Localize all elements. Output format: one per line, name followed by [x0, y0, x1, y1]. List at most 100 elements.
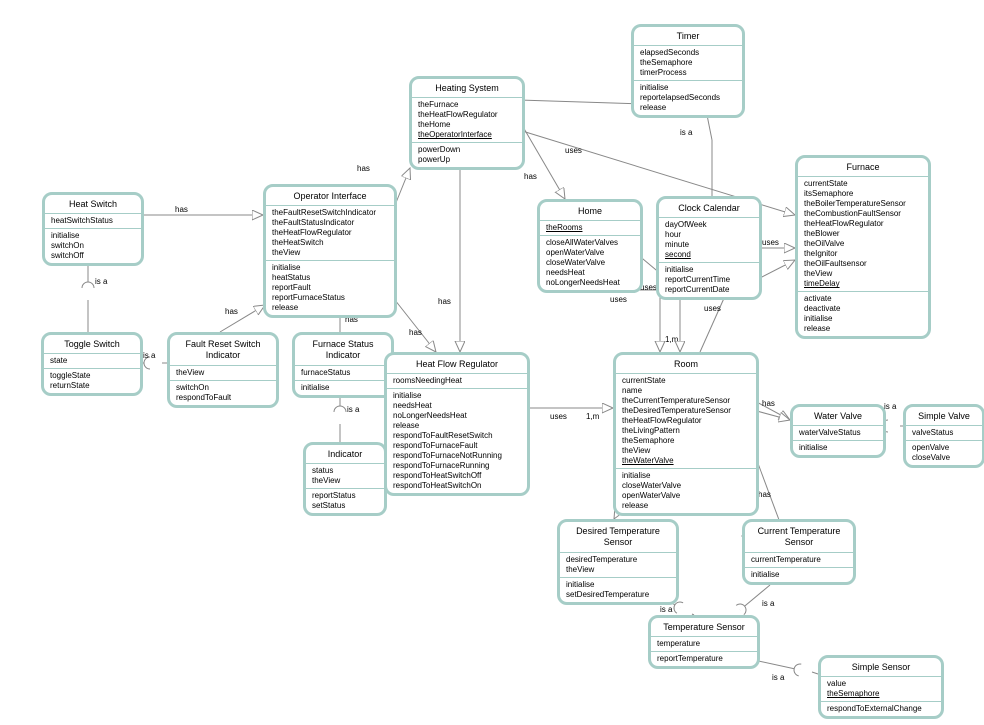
- node-section: reportStatussetStatus: [306, 488, 384, 513]
- node-attribute: theOilFaultsensor: [804, 259, 922, 269]
- node-attribute: closeWaterValve: [546, 258, 634, 268]
- svg-text:has: has: [438, 297, 451, 306]
- svg-text:uses: uses: [550, 412, 567, 421]
- node-simple_sensor: Simple SensorvaluetheSemaphorerespondToE…: [818, 655, 944, 719]
- svg-text:is a: is a: [680, 128, 693, 137]
- node-attribute: temperature: [657, 639, 751, 649]
- node-attribute: reportFault: [272, 283, 388, 293]
- node-section: closeAllWaterValvesopenWaterValvecloseWa…: [540, 235, 640, 290]
- node-attribute: reportStatus: [312, 491, 378, 501]
- node-attribute: switchOn: [51, 241, 135, 251]
- svg-text:has: has: [762, 399, 775, 408]
- node-title: Clock Calendar: [659, 199, 759, 217]
- node-attribute: switchOn: [176, 383, 270, 393]
- node-attribute: initialise: [640, 83, 736, 93]
- node-attribute: theFaultResetSwitchIndicator: [272, 208, 388, 218]
- node-attribute: noLongerNeedsHeat: [546, 278, 634, 288]
- node-attribute: setStatus: [312, 501, 378, 511]
- node-section: temperature: [651, 636, 757, 651]
- node-room: RoomcurrentStatenametheCurrentTemperatur…: [613, 352, 759, 516]
- node-section: initialisereportCurrentTimereportCurrent…: [659, 262, 759, 297]
- svg-text:has: has: [758, 490, 771, 499]
- node-attribute: theView: [312, 476, 378, 486]
- node-attribute: theFurnace: [418, 100, 516, 110]
- node-attribute: initialise: [622, 471, 750, 481]
- node-section: state: [44, 353, 140, 368]
- node-attribute: returnState: [50, 381, 134, 391]
- node-attribute: openWaterValve: [546, 248, 634, 258]
- svg-text:has: has: [524, 172, 537, 181]
- node-section: currentStatenametheCurrentTemperatureSen…: [616, 373, 756, 468]
- node-attribute: reportFurnaceStatus: [272, 293, 388, 303]
- node-attribute: activate: [804, 294, 922, 304]
- node-attribute: theFaultStatusIndicator: [272, 218, 388, 228]
- node-attribute: second: [665, 250, 753, 260]
- node-attribute: closeAllWaterValves: [546, 238, 634, 248]
- node-section: switchOnrespondToFault: [170, 380, 276, 405]
- node-attribute: initialise: [799, 443, 877, 453]
- node-attribute: timerProcess: [640, 68, 736, 78]
- node-attribute: initialise: [272, 263, 388, 273]
- node-desired_temp_sensor: Desired Temperature SensordesiredTempera…: [557, 519, 679, 605]
- node-section: desiredTemperaturetheView: [560, 552, 676, 577]
- node-attribute: desiredTemperature: [566, 555, 670, 565]
- node-section: respondToExternalChange: [821, 701, 941, 716]
- svg-text:is a: is a: [143, 351, 156, 360]
- svg-text:is a: is a: [772, 673, 785, 682]
- node-section: reportTemperature: [651, 651, 757, 666]
- node-section: theView: [170, 365, 276, 380]
- node-attribute: release: [272, 303, 388, 313]
- node-attribute: theHeatFlowRegulator: [804, 219, 922, 229]
- node-furnace: FurnacecurrentStateitsSemaphoretheBoiler…: [795, 155, 931, 339]
- node-attribute: theSemaphore: [640, 58, 736, 68]
- node-section: roomsNeedingHeat: [387, 373, 527, 388]
- node-attribute: closeWaterValve: [622, 481, 750, 491]
- node-attribute: theSemaphore: [622, 436, 750, 446]
- node-indicator: IndicatorstatustheViewreportStatussetSta…: [303, 442, 387, 516]
- node-attribute: theView: [272, 248, 388, 258]
- node-furnace_status_indicator: Furnace Status IndicatorfurnaceStatusini…: [292, 332, 394, 398]
- node-simple_valve: Simple ValvevalveStatusopenValvecloseVal…: [903, 404, 984, 468]
- node-attribute: theHeatSwitch: [272, 238, 388, 248]
- node-attribute: minute: [665, 240, 753, 250]
- svg-text:is a: is a: [95, 277, 108, 286]
- node-title: Fault Reset Switch Indicator: [170, 335, 276, 365]
- node-water_valve: Water ValvewaterValveStatusinitialise: [790, 404, 886, 458]
- node-section: initialiseneedsHeatnoLongerNeedsHeatrele…: [387, 388, 527, 493]
- node-attribute: openWaterValve: [622, 491, 750, 501]
- node-attribute: respondToFurnaceFault: [393, 441, 521, 451]
- node-attribute: closeValve: [912, 453, 976, 463]
- node-attribute: initialise: [566, 580, 670, 590]
- node-current_temp_sensor: Current Temperature SensorcurrentTempera…: [742, 519, 856, 585]
- node-title: Heating System: [412, 79, 522, 97]
- node-section: heatSwitchStatus: [45, 213, 141, 228]
- node-title: Heat Switch: [45, 195, 141, 213]
- node-attribute: needsHeat: [546, 268, 634, 278]
- node-attribute: status: [312, 466, 378, 476]
- node-attribute: theHeatFlowRegulator: [418, 110, 516, 120]
- node-attribute: initialise: [804, 314, 922, 324]
- node-attribute: roomsNeedingHeat: [393, 376, 521, 386]
- node-attribute: hour: [665, 230, 753, 240]
- node-attribute: theView: [566, 565, 670, 575]
- node-title: Desired Temperature Sensor: [560, 522, 676, 552]
- node-title: Current Temperature Sensor: [745, 522, 853, 552]
- node-section: elapsedSecondstheSemaphoretimerProcess: [634, 45, 742, 80]
- node-section: currentTemperature: [745, 552, 853, 567]
- node-attribute: openValve: [912, 443, 976, 453]
- node-attribute: respondToFaultResetSwitch: [393, 431, 521, 441]
- svg-text:is a: is a: [347, 405, 360, 414]
- node-attribute: valveStatus: [912, 428, 976, 438]
- node-attribute: powerUp: [418, 155, 516, 165]
- node-attribute: theOilValve: [804, 239, 922, 249]
- node-attribute: respondToFurnaceNotRunning: [393, 451, 521, 461]
- svg-text:is a: is a: [660, 605, 673, 614]
- node-attribute: initialise: [665, 265, 753, 275]
- node-attribute: theCurrentTemperatureSensor: [622, 396, 750, 406]
- node-title: Furnace Status Indicator: [295, 335, 391, 365]
- node-attribute: initialise: [51, 231, 135, 241]
- node-attribute: theView: [622, 446, 750, 456]
- node-attribute: deactivate: [804, 304, 922, 314]
- node-attribute: currentState: [804, 179, 922, 189]
- node-attribute: needsHeat: [393, 401, 521, 411]
